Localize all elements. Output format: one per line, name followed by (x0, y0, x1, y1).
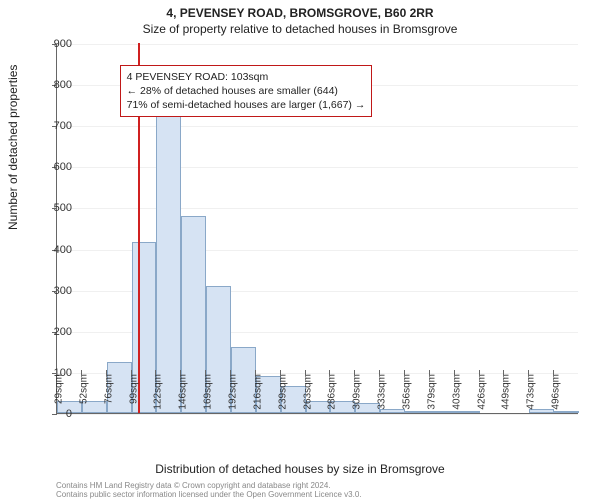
plot-area: 4 PEVENSEY ROAD: 103sqm← 28% of detached… (56, 44, 578, 414)
xtick-label: 473sqm (526, 374, 537, 424)
gridline (57, 208, 578, 209)
xtick-label: 76sqm (103, 374, 114, 424)
xtick-label: 426sqm (476, 374, 487, 424)
xtick-label: 169sqm (203, 374, 214, 424)
y-axis-label: Number of detached properties (6, 65, 20, 230)
xtick-label: 29sqm (54, 374, 65, 424)
ytick-label: 400 (42, 244, 72, 256)
ytick-label: 700 (42, 120, 72, 132)
annotation-line: 71% of semi-detached houses are larger (… (127, 98, 366, 112)
bar (156, 107, 181, 413)
xtick-label: 52sqm (78, 374, 89, 424)
xtick-label: 356sqm (402, 374, 413, 424)
ytick-label: 200 (42, 326, 72, 338)
xtick-label: 263sqm (302, 374, 313, 424)
xtick-label: 449sqm (501, 374, 512, 424)
xtick-label: 286sqm (327, 374, 338, 424)
xtick-label: 309sqm (352, 374, 363, 424)
xtick-label: 216sqm (252, 374, 263, 424)
gridline (57, 44, 578, 45)
annotation-line: 4 PEVENSEY ROAD: 103sqm (127, 70, 366, 84)
ytick-label: 800 (42, 79, 72, 91)
xtick-label: 379sqm (426, 374, 437, 424)
xtick-label: 99sqm (128, 374, 139, 424)
xtick-label: 403sqm (451, 374, 462, 424)
credit-line-2: Contains public sector information licen… (56, 491, 362, 500)
histogram-chart: 4 PEVENSEY ROAD: 103sqm← 28% of detached… (56, 44, 578, 414)
gridline (57, 126, 578, 127)
ytick-label: 300 (42, 285, 72, 297)
annotation-line: ← 28% of detached houses are smaller (64… (127, 84, 366, 98)
ytick-label: 900 (42, 38, 72, 50)
gridline (57, 167, 578, 168)
xtick-label: 333sqm (377, 374, 388, 424)
xtick-label: 496sqm (551, 374, 562, 424)
xtick-label: 146sqm (178, 374, 189, 424)
chart-subtitle: Size of property relative to detached ho… (0, 20, 600, 40)
ytick-label: 500 (42, 202, 72, 214)
x-axis-label: Distribution of detached houses by size … (0, 462, 600, 476)
xtick-label: 192sqm (228, 374, 239, 424)
ytick-label: 600 (42, 161, 72, 173)
xtick-label: 239sqm (277, 374, 288, 424)
annotation-box: 4 PEVENSEY ROAD: 103sqm← 28% of detached… (120, 65, 373, 118)
xtick-label: 122sqm (153, 374, 164, 424)
credit-text: Contains HM Land Registry data © Crown c… (56, 482, 362, 500)
chart-address-title: 4, PEVENSEY ROAD, BROMSGROVE, B60 2RR (0, 0, 600, 20)
